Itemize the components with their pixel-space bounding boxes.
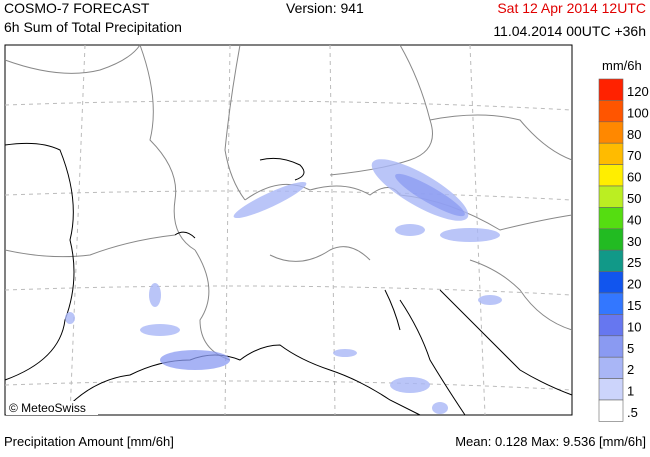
legend-swatch	[598, 228, 624, 251]
legend-label: 25	[627, 255, 641, 270]
legend-label: 120	[627, 84, 649, 99]
legend-label: 1	[627, 384, 634, 399]
legend-label: 60	[627, 170, 641, 185]
legend-swatch	[598, 314, 624, 337]
legend-label: 10	[627, 319, 641, 334]
legend-swatch	[598, 142, 624, 165]
precipitation	[65, 159, 502, 414]
legend-label: 50	[627, 191, 641, 206]
legend-swatch	[598, 356, 624, 379]
run-time: 11.04.2014 00UTC +36h	[493, 23, 646, 39]
legend-swatch	[598, 378, 624, 401]
legend-swatch	[598, 164, 624, 187]
legend-label: 20	[627, 277, 641, 292]
legend: 120 100 80 70 60 50 40 30 25 20 15 10 5 2 1 .5	[598, 78, 649, 422]
legend-label: 100	[627, 105, 649, 120]
legend-label: 80	[627, 127, 641, 142]
valid-time: Sat 12 Apr 2014 12UTC	[497, 0, 646, 16]
legend-swatch	[598, 121, 624, 144]
map: © MeteoSwiss	[4, 44, 573, 416]
legend-swatch	[598, 335, 624, 358]
legend-swatch	[598, 100, 624, 123]
legend-label: 30	[627, 234, 641, 249]
legend-label: 40	[627, 212, 641, 227]
copyright: © MeteoSwiss	[9, 401, 86, 415]
legend-label: .5	[627, 405, 638, 420]
legend-swatch	[598, 292, 624, 315]
legend-swatch	[598, 271, 624, 294]
legend-swatch	[598, 207, 624, 230]
legend-swatch	[598, 78, 624, 101]
subtitle: 6h Sum of Total Precipitation	[4, 19, 182, 35]
legend-swatch	[598, 185, 624, 208]
version: Version: 941	[286, 0, 364, 16]
footer-left: Precipitation Amount [mm/6h]	[4, 434, 174, 449]
legend-swatch	[598, 249, 624, 272]
legend-swatch	[598, 399, 624, 422]
copyright-bg	[6, 401, 98, 415]
coastlines	[4, 142, 573, 416]
legend-unit: mm/6h	[602, 58, 642, 73]
legend-label: 2	[627, 362, 634, 377]
legend-label: 5	[627, 341, 634, 356]
title: COSMO-7 FORECAST	[4, 0, 150, 16]
footer-stats: Mean: 0.128 Max: 9.536 [mm/6h]	[455, 434, 646, 449]
legend-label: 70	[627, 148, 641, 163]
legend-label: 15	[627, 298, 641, 313]
